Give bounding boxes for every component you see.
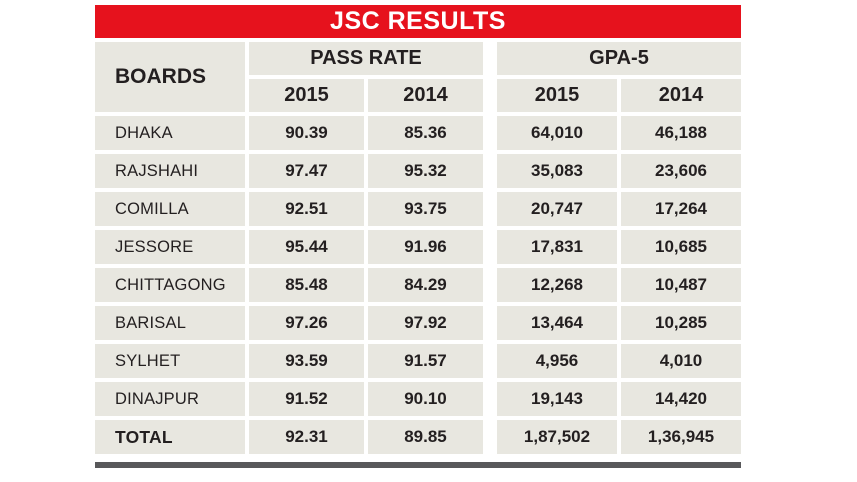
pass-rate-2015: 97.26 [249, 306, 364, 340]
gpa5-group-header: GPA-5 [497, 42, 741, 75]
pass-rate-2014: 85.36 [368, 116, 483, 150]
group-header-row: PASS RATE GPA-5 [249, 42, 741, 75]
board-name: DINAJPUR [95, 382, 245, 416]
board-name: RAJSHAHI [95, 154, 245, 188]
gpa5-2015-header: 2015 [497, 79, 617, 112]
pass-rate-2015: 92.51 [249, 192, 364, 226]
gpa5-2015: 13,464 [497, 306, 617, 340]
gpa5-2014: 10,685 [621, 230, 741, 264]
pass-rate-2014: 84.29 [368, 268, 483, 302]
board-name: SYLHET [95, 344, 245, 378]
pass-rate-2014: 89.85 [368, 420, 483, 454]
gpa5-2015: 12,268 [497, 268, 617, 302]
gpa5-2014: 23,606 [621, 154, 741, 188]
gpa5-2015: 64,010 [497, 116, 617, 150]
gpa5-2014: 46,188 [621, 116, 741, 150]
gpa5-2014: 14,420 [621, 382, 741, 416]
gpa5-2015: 35,083 [497, 154, 617, 188]
board-name: BARISAL [95, 306, 245, 340]
gpa5-2014: 10,285 [621, 306, 741, 340]
pass-rate-2015-header: 2015 [249, 79, 364, 112]
gpa5-2015: 19,143 [497, 382, 617, 416]
gpa5-2014: 10,487 [621, 268, 741, 302]
pass-rate-2015: 90.39 [249, 116, 364, 150]
pass-rate-2014: 97.92 [368, 306, 483, 340]
board-name: TOTAL [95, 420, 245, 454]
table-header: BOARDS PASS RATE GPA-5 2015 2014 2015 20… [95, 42, 741, 112]
table-row: DHAKA 90.39 85.36 64,010 46,188 [95, 116, 741, 150]
table-row: RAJSHAHI 97.47 95.32 35,083 23,606 [95, 154, 741, 188]
gpa5-2015: 17,831 [497, 230, 617, 264]
gpa5-2015: 4,956 [497, 344, 617, 378]
board-name: CHITTAGONG [95, 268, 245, 302]
table-row-total: TOTAL 92.31 89.85 1,87,502 1,36,945 [95, 420, 741, 454]
table-row: BARISAL 97.26 97.92 13,464 10,285 [95, 306, 741, 340]
jsc-results-table: JSC RESULTS BOARDS PASS RATE GPA-5 2015 … [95, 5, 741, 468]
header-right: PASS RATE GPA-5 2015 2014 2015 2014 [249, 42, 741, 112]
pass-rate-2015: 93.59 [249, 344, 364, 378]
pass-rate-2015: 92.31 [249, 420, 364, 454]
gpa5-2015: 1,87,502 [497, 420, 617, 454]
board-name: DHAKA [95, 116, 245, 150]
boards-column-header: BOARDS [95, 42, 245, 112]
pass-rate-2014: 95.32 [368, 154, 483, 188]
pass-rate-2015: 95.44 [249, 230, 364, 264]
gpa5-2014: 1,36,945 [621, 420, 741, 454]
gpa5-2014: 17,264 [621, 192, 741, 226]
board-name: JESSORE [95, 230, 245, 264]
table-row: JESSORE 95.44 91.96 17,831 10,685 [95, 230, 741, 264]
gpa5-2014: 4,010 [621, 344, 741, 378]
year-header-row: 2015 2014 2015 2014 [249, 79, 741, 112]
pass-rate-2015: 85.48 [249, 268, 364, 302]
table-row: CHITTAGONG 85.48 84.29 12,268 10,487 [95, 268, 741, 302]
pass-rate-2014: 91.96 [368, 230, 483, 264]
board-name: COMILLA [95, 192, 245, 226]
pass-rate-2015: 97.47 [249, 154, 364, 188]
pass-rate-2014-header: 2014 [368, 79, 483, 112]
pass-rate-group-header: PASS RATE [249, 42, 483, 75]
gpa5-2014-header: 2014 [621, 79, 741, 112]
bottom-divider-bar [95, 462, 741, 468]
table-title: JSC RESULTS [95, 5, 741, 38]
pass-rate-2014: 91.57 [368, 344, 483, 378]
table-row: SYLHET 93.59 91.57 4,956 4,010 [95, 344, 741, 378]
pass-rate-2015: 91.52 [249, 382, 364, 416]
table-row: COMILLA 92.51 93.75 20,747 17,264 [95, 192, 741, 226]
pass-rate-2014: 93.75 [368, 192, 483, 226]
gpa5-2015: 20,747 [497, 192, 617, 226]
pass-rate-2014: 90.10 [368, 382, 483, 416]
table-row: DINAJPUR 91.52 90.10 19,143 14,420 [95, 382, 741, 416]
